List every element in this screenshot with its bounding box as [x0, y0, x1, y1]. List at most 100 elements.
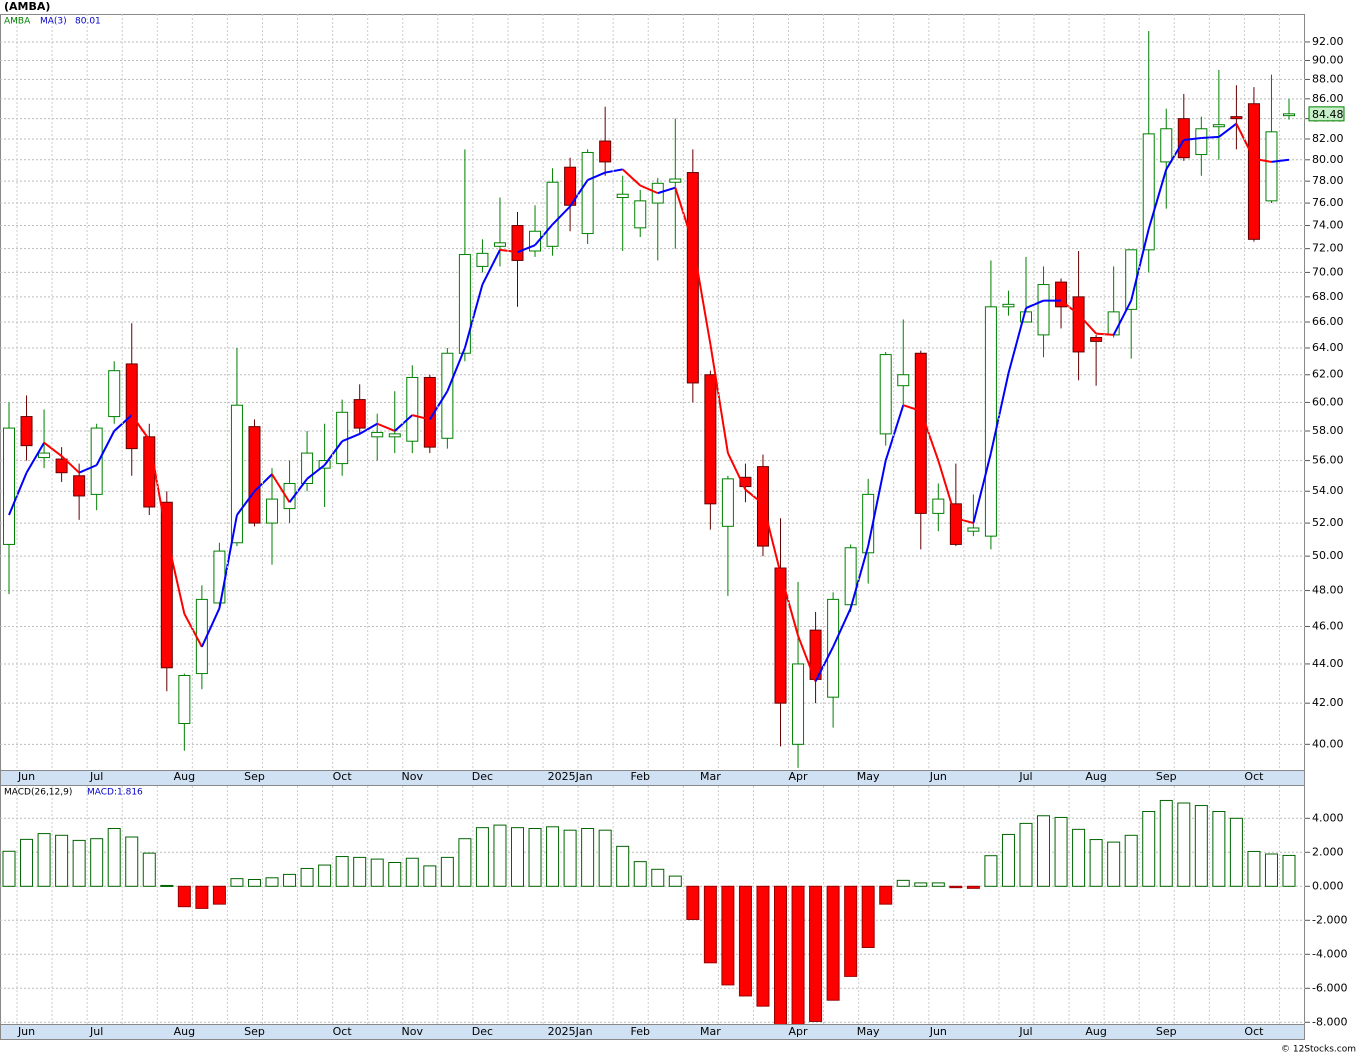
ma-segment	[1201, 135, 1219, 139]
candle-body	[336, 411, 349, 465]
macd-plot	[0, 786, 1305, 1024]
ma-segment	[60, 455, 80, 474]
ma-segment	[463, 284, 484, 349]
x-tick-label: Apr	[789, 770, 809, 783]
candle-body	[178, 675, 191, 724]
candle-body	[108, 370, 121, 418]
macd-bar	[458, 838, 472, 887]
ma-segment	[1218, 122, 1237, 138]
ma-segment	[902, 404, 922, 412]
y-tick-label: 42.00	[1312, 696, 1344, 709]
macd-bar	[563, 829, 577, 887]
last-price-label: 84.48	[1312, 108, 1344, 121]
ma-segment	[779, 572, 800, 636]
ma-segment	[200, 607, 221, 648]
x-tick-label: Jun	[929, 770, 947, 783]
candle-body	[73, 475, 86, 497]
macd-bar	[651, 868, 665, 887]
macd-bar	[72, 839, 86, 887]
ma-segment	[95, 430, 116, 466]
macd-bar	[212, 885, 226, 905]
x-tick-label: Oct	[1244, 1025, 1264, 1038]
x-tick-label: Aug	[1085, 1025, 1106, 1038]
x-tick-label: Apr	[789, 1025, 809, 1038]
ma-segment	[814, 646, 835, 682]
candle-body	[1195, 128, 1208, 156]
x-tick-label: Feb	[630, 770, 649, 783]
ma-segment	[657, 186, 676, 195]
y-tick-label: 52.00	[1312, 516, 1344, 529]
ma-segment	[1130, 228, 1150, 301]
candle-body	[581, 151, 594, 235]
x-tick-label: Jul	[89, 770, 103, 783]
macd-bar	[1177, 802, 1191, 887]
y-tick-label: -4.000	[1312, 947, 1347, 960]
candle-body	[441, 352, 454, 439]
y-tick-label: 54.00	[1312, 484, 1344, 497]
candle-body	[1247, 103, 1260, 240]
macd-bar	[949, 885, 963, 889]
candle-body	[1055, 281, 1068, 308]
ma-segment	[8, 472, 28, 516]
macd-bar	[423, 865, 437, 887]
candle-body	[353, 399, 366, 429]
legend-ma-value: 80.01	[75, 17, 101, 27]
y-tick-label: 76.00	[1312, 196, 1344, 209]
x-tick-label: 2025Jan	[548, 770, 593, 783]
ma-segment	[1235, 123, 1255, 160]
candle-body	[599, 140, 612, 163]
macd-bar	[353, 856, 367, 887]
ma-segment	[832, 607, 852, 648]
ma-segment	[937, 460, 957, 519]
macd-bar	[55, 834, 69, 887]
y-tick-label: 44.00	[1312, 657, 1344, 670]
legend-ticker: AMBA	[4, 17, 31, 27]
footer: © 12Stocks.com	[1281, 1045, 1356, 1055]
candle-body	[1230, 116, 1243, 120]
macd-bar	[1089, 839, 1103, 887]
ma-segment	[972, 452, 992, 524]
candle-body	[651, 182, 664, 204]
y-tick-label: 62.00	[1312, 368, 1344, 381]
x-tick-label: May	[857, 770, 880, 783]
y-tick-label: 56.00	[1312, 454, 1344, 467]
ma-segment	[867, 460, 887, 547]
ma-segment	[955, 517, 974, 525]
candle-body	[125, 363, 138, 450]
candle-body	[704, 374, 717, 505]
ma-segment	[587, 171, 606, 181]
ma-segment	[1096, 332, 1114, 336]
ma-segment	[130, 414, 151, 441]
candle-body	[1037, 284, 1050, 336]
macd-bar	[1212, 811, 1226, 887]
macd-bar	[1107, 841, 1121, 887]
ma-segment	[78, 464, 98, 474]
ma-segment	[428, 390, 449, 420]
last-price-box	[1308, 106, 1345, 122]
x-tick-label: Jul	[89, 1025, 103, 1038]
ma-segment	[744, 488, 764, 505]
x-tick-label: Oct	[333, 770, 353, 783]
candle-body	[511, 225, 524, 261]
ma-segment	[341, 432, 361, 443]
y-tick-label: 92.00	[1312, 35, 1344, 48]
ma-segment	[148, 439, 168, 537]
x-tick-label: Oct	[333, 1025, 353, 1038]
ma-segment	[499, 248, 518, 254]
macd-bar	[1001, 833, 1015, 887]
candle-body	[248, 426, 261, 524]
y-tick-label: 4.000	[1312, 811, 1344, 824]
macd-bar	[283, 873, 297, 887]
y-tick-label: 86.00	[1312, 92, 1344, 105]
x-axis-band	[0, 770, 1305, 786]
candle-body	[634, 200, 647, 229]
macd-bar	[300, 867, 314, 887]
x-tick-label: Mar	[700, 770, 721, 783]
macd-bar	[826, 885, 840, 1001]
legend-macd: MACD(26,12,9)	[4, 788, 72, 798]
macd-bar	[844, 885, 858, 977]
legend-ma: MA(3)	[40, 17, 67, 27]
x-tick-label: Jun	[17, 1025, 35, 1038]
x-tick-label: Aug	[174, 770, 195, 783]
